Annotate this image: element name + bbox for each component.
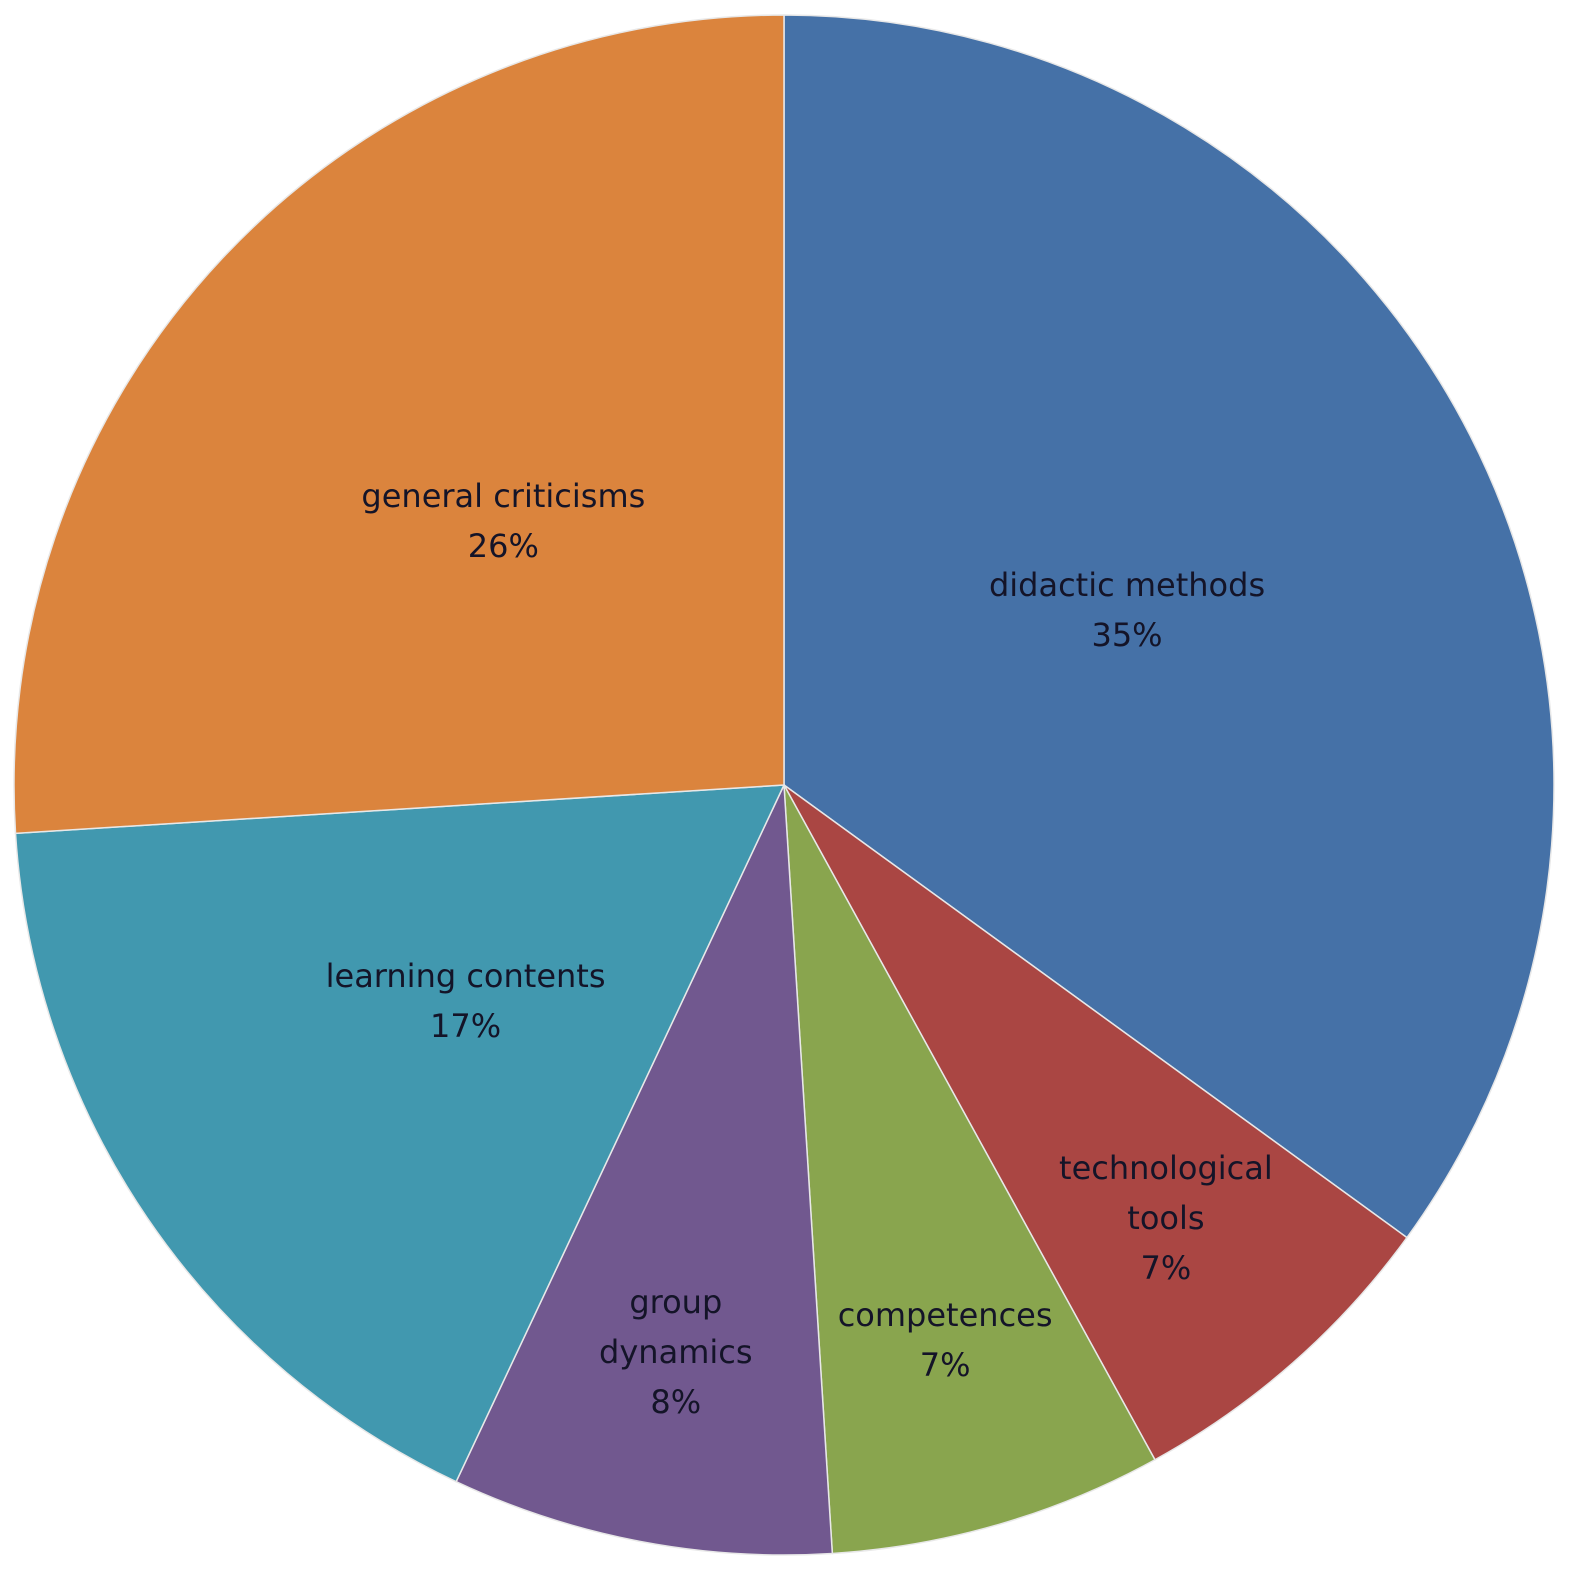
pie-slice	[783, 784, 1156, 1555]
slice-label: learning contents 17%	[326, 951, 606, 1051]
category-label: didactic methods	[988, 566, 1266, 605]
slice-label: competences 7%	[838, 1290, 1053, 1390]
pie-slice	[783, 784, 1408, 1461]
value-label: 17%	[430, 1007, 502, 1046]
category-label: group dynamics	[599, 1283, 753, 1372]
pie-slice	[455, 784, 834, 1556]
slice-label: general criticisms 26%	[361, 471, 645, 571]
category-label: technological tools	[1059, 1149, 1273, 1238]
value-label: 7%	[1140, 1249, 1192, 1288]
slice-label: didactic methods 35%	[989, 560, 1265, 660]
slice-label: technological tools 7%	[1046, 1143, 1286, 1293]
value-label: 7%	[919, 1345, 971, 1384]
pie-slice	[14, 784, 786, 1483]
category-label: general criticisms	[361, 477, 646, 516]
value-label: 35%	[1091, 616, 1163, 655]
pie-slice	[783, 14, 1555, 1239]
pie-slice	[13, 14, 785, 835]
category-label: competences	[837, 1295, 1053, 1334]
value-label: 26%	[467, 527, 539, 566]
category-label: learning contents	[325, 957, 606, 996]
value-label: 8%	[650, 1383, 702, 1422]
slice-label: group dynamics 8%	[556, 1277, 796, 1427]
